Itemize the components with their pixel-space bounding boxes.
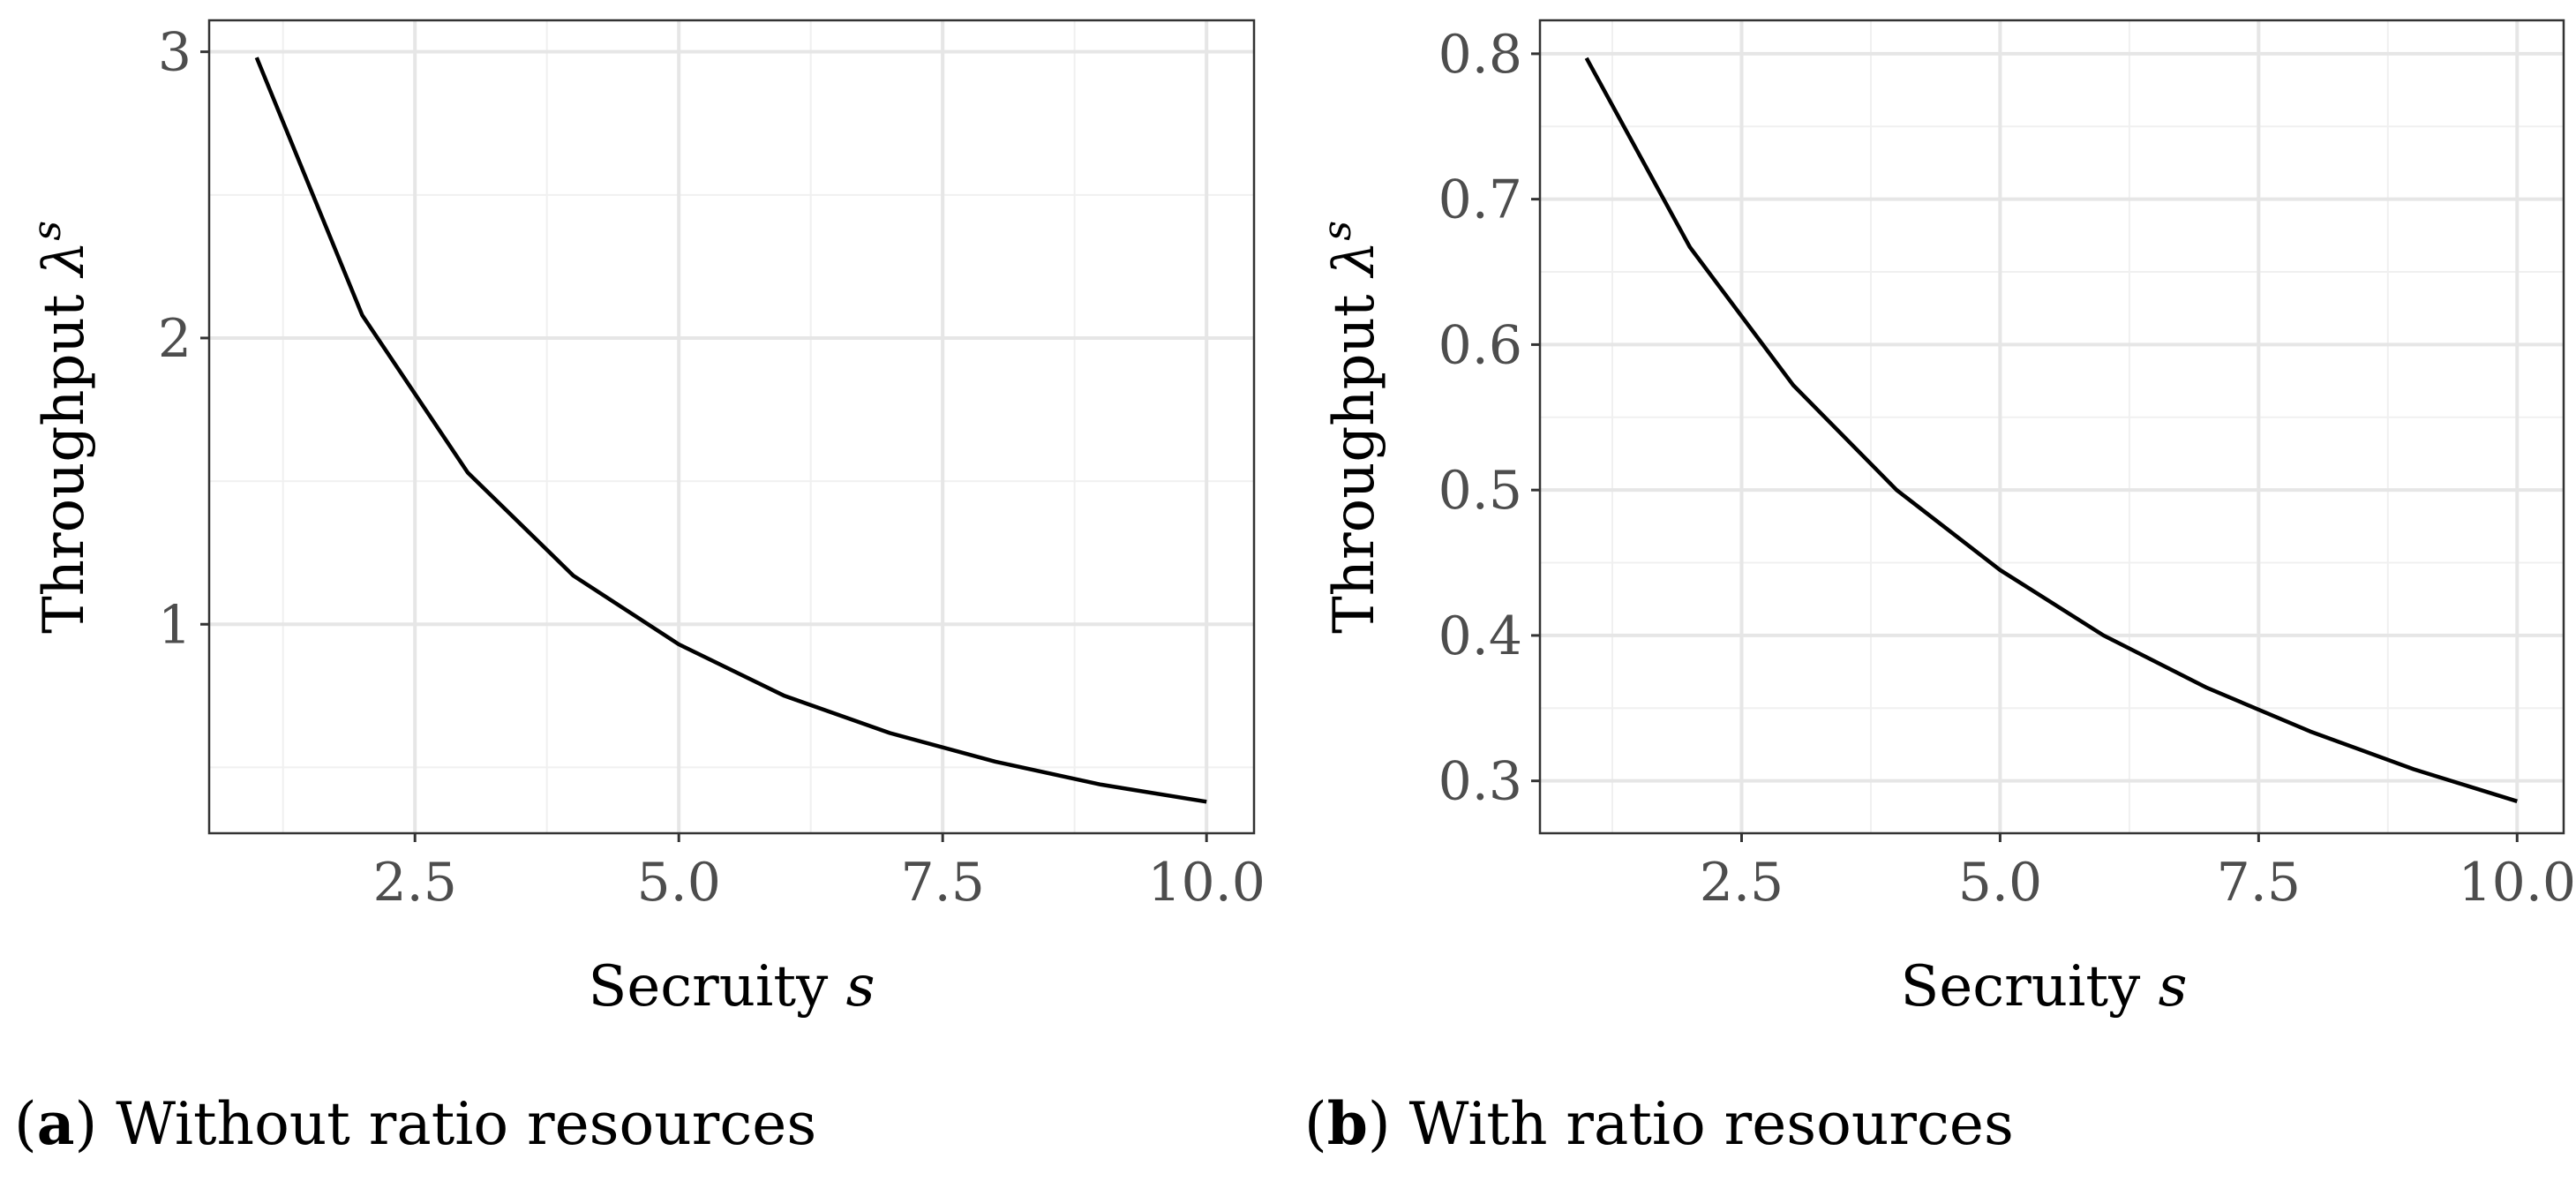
panel-b-x-tick-label: 7.5 (2217, 852, 2301, 914)
panel-a-grid (209, 20, 1254, 833)
panel-a-x-tick-label: 7.5 (900, 852, 984, 914)
panel-b-series-line-throughput (1584, 56, 2518, 803)
panel-b-ticks: 2.5 5.0 7.5 10.0 0.3 0.4 0.5 0.6 0.7 0.8 (1438, 24, 2576, 914)
panel-b-y-tick-label: 0.6 (1438, 314, 1522, 376)
panel-a-y-tick-label: 1 (158, 594, 192, 656)
panel-b-y-tick-label: 0.8 (1438, 24, 1522, 86)
panel-a-x-tick-label: 5.0 (636, 852, 720, 914)
panel-a-y-axis-text: Throughput (32, 276, 97, 634)
panel-a-y-axis-sup: s (25, 221, 70, 241)
panel-b-y-axis-sup: s (1315, 221, 1360, 241)
panel-a-x-axis-var: s (846, 954, 875, 1019)
panel-b-caption-letter: b (1327, 1089, 1368, 1158)
panel-b-caption: (b) With ratio resources (1304, 1089, 2014, 1158)
panel-b-caption-text: With ratio resources (1409, 1090, 2014, 1158)
panel-a-x-axis-text: Secruity (589, 954, 846, 1019)
panel-b-y-axis-text: Throughput (1322, 276, 1387, 634)
panel-a-ticks: 2.5 5.0 7.5 10.0 1 2 3 (158, 22, 1265, 914)
panel-b-x-tick-label: 2.5 (1700, 852, 1784, 914)
panel-b-y-tick-label: 0.4 (1438, 606, 1522, 667)
panel-b-x-axis-text: Secruity (1901, 954, 2159, 1019)
panel-b-grid (1540, 20, 2564, 833)
panel-a-border (207, 19, 1256, 835)
panel-b-y-tick-label: 0.7 (1438, 169, 1522, 231)
panel-b-line-layer (1584, 56, 2518, 803)
panel-a-line-layer (254, 56, 1207, 804)
panel-a-y-axis-title: Throughput λs (25, 221, 97, 634)
panel-a-y-axis-var: λ (32, 241, 97, 280)
panel-a-caption-letter: a (37, 1089, 75, 1158)
panel-b-y-axis-var: λ (1322, 241, 1387, 280)
panel-b-x-tick-label: 5.0 (1958, 852, 2042, 914)
panel-b: 2.5 5.0 7.5 10.0 0.3 0.4 0.5 0.6 0.7 0.8 Secruity… (1304, 19, 2576, 1158)
panel-a-caption: (a) Without ratio resources (14, 1089, 816, 1158)
panel-b-border (1538, 19, 2565, 835)
panel-b-x-axis-var: s (2159, 954, 2188, 1019)
panel-a: 2.5 5.0 7.5 10.0 1 2 3 Secruity s Throughput λ… (14, 19, 1265, 1158)
panel-b-x-tick-label: 10.0 (2458, 852, 2576, 914)
panel-a-caption-text: Without ratio resources (116, 1090, 816, 1158)
panel-a-x-tick-label: 10.0 (1147, 852, 1265, 914)
panel-a-series-line-throughput (254, 56, 1207, 804)
panel-b-caption-paren-close: ) (1368, 1090, 1409, 1158)
panel-b-y-tick-label: 0.3 (1438, 751, 1522, 813)
panel-b-caption-paren-open: ( (1304, 1090, 1327, 1158)
panel-a-y-tick-label: 3 (158, 22, 192, 84)
panel-a-caption-paren-close: ) (75, 1090, 116, 1158)
panel-a-x-axis-title: Secruity s (589, 954, 875, 1019)
panel-b-x-axis-title: Secruity s (1901, 954, 2188, 1019)
panel-b-y-axis-title: Throughput λs (1315, 221, 1387, 634)
panel-a-y-tick-label: 2 (158, 308, 192, 370)
panel-b-y-tick-label: 0.5 (1438, 460, 1522, 522)
panel-a-caption-paren-open: ( (14, 1090, 37, 1158)
panel-a-x-tick-label: 2.5 (373, 852, 457, 914)
